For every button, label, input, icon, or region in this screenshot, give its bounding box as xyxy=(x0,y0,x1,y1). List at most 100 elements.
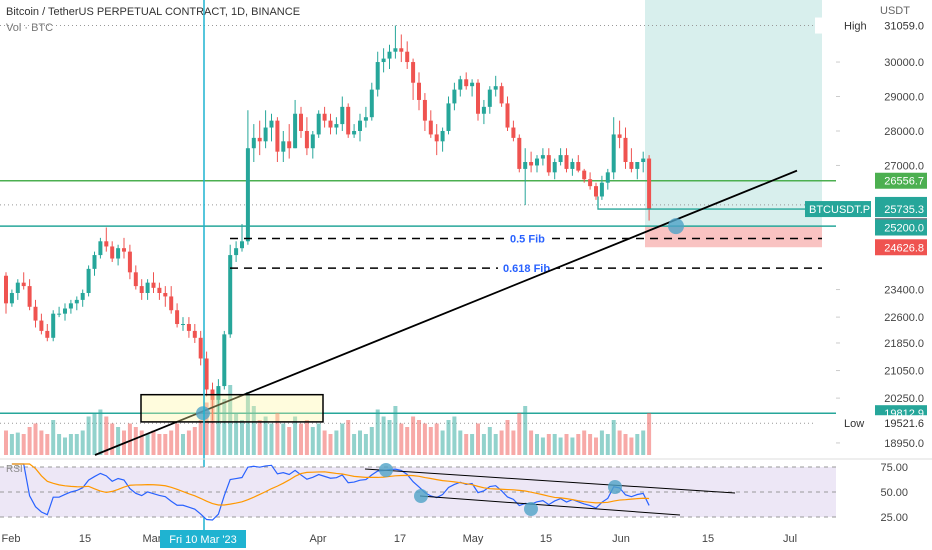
y-tick-label: 18950.0 xyxy=(884,438,924,450)
volume-bar xyxy=(9,434,14,455)
candle-body xyxy=(405,51,410,63)
x-tick-label: Feb xyxy=(2,533,21,545)
volume-bar xyxy=(623,434,628,455)
volume-bar xyxy=(127,423,132,455)
candle-body xyxy=(346,106,351,135)
volume-bar xyxy=(635,434,640,455)
candle-body xyxy=(529,162,534,166)
volume-bar xyxy=(417,420,421,455)
candle-body xyxy=(399,48,404,52)
volume-bar xyxy=(464,434,469,455)
candle-body xyxy=(476,82,480,114)
volume-bar xyxy=(434,423,439,455)
candle-body xyxy=(517,137,522,169)
volume-bar xyxy=(411,416,416,455)
volume-bar xyxy=(594,437,598,455)
price-label-bg xyxy=(875,172,927,189)
rsi-marker xyxy=(524,502,538,516)
volume-bar xyxy=(576,434,581,455)
candle-body xyxy=(104,241,109,247)
candle-body xyxy=(86,268,91,293)
candle-body xyxy=(234,248,239,256)
volume-bar xyxy=(505,420,510,455)
candle-body xyxy=(110,246,115,259)
y-tick-label: 22600.0 xyxy=(884,312,924,324)
volume-bar xyxy=(481,434,486,455)
candle-body xyxy=(216,386,221,400)
hl-label-value: 19521.6 xyxy=(884,418,924,430)
volume-bar xyxy=(98,409,103,455)
y-tick-label: 20250.0 xyxy=(884,393,924,405)
y-tick-label: 29000.0 xyxy=(884,92,924,104)
volume-bar xyxy=(110,423,115,455)
candle-body xyxy=(80,292,85,300)
candle-body xyxy=(452,89,457,104)
volume-bar xyxy=(605,434,610,455)
volume-bar xyxy=(328,434,333,455)
candle-body xyxy=(582,170,587,180)
candle-body xyxy=(340,106,345,125)
volume-bar xyxy=(228,385,233,455)
candle-body xyxy=(411,62,416,83)
volume-bar xyxy=(570,437,575,455)
volume-bar xyxy=(499,430,504,455)
y-tick-label: 21850.0 xyxy=(884,338,924,350)
candle-body xyxy=(387,51,392,59)
candle-body xyxy=(21,282,26,287)
volume-bar xyxy=(234,413,239,455)
rsi-marker xyxy=(414,489,428,503)
volume-bar xyxy=(186,430,191,455)
candle-body xyxy=(499,86,504,104)
volume-bar xyxy=(133,427,138,455)
fib-label-bg xyxy=(498,260,556,277)
volume-bar xyxy=(470,434,475,455)
candle-body xyxy=(428,120,433,135)
candle-body xyxy=(304,130,309,149)
x-tick-label: 15 xyxy=(79,533,91,545)
volume-bar xyxy=(487,427,492,455)
volume-bar xyxy=(387,420,392,455)
x-tick-label: Jul xyxy=(783,533,797,545)
price-label-bg xyxy=(875,219,927,236)
candle-body xyxy=(546,155,551,173)
candle-body xyxy=(540,155,545,159)
candle-body xyxy=(635,162,640,169)
candle-body xyxy=(481,106,486,114)
candle-body xyxy=(275,120,280,152)
candle-body xyxy=(222,334,227,387)
rsi-ma-line xyxy=(11,463,650,506)
volume-bar xyxy=(458,430,463,455)
candle-body xyxy=(33,306,38,321)
candle-body xyxy=(446,103,451,131)
candle-body xyxy=(358,120,362,131)
volume-bar xyxy=(493,434,498,455)
volume-bar xyxy=(611,420,616,455)
volume-bar xyxy=(476,423,480,455)
x-tick-label: 17 xyxy=(394,533,406,545)
volume-bar xyxy=(540,437,545,455)
candle-body xyxy=(4,275,8,304)
touch-point-marker xyxy=(668,218,684,235)
volume-bar xyxy=(145,434,150,455)
volume-bar xyxy=(210,395,215,455)
candle-body xyxy=(594,186,598,197)
candle-body xyxy=(181,324,185,326)
candle-body xyxy=(381,58,386,63)
volume-bar xyxy=(275,413,280,455)
rsi-line xyxy=(11,463,650,521)
volume-bar xyxy=(45,434,50,455)
candle-body xyxy=(192,330,197,338)
volume-bar xyxy=(535,434,539,455)
candle-body xyxy=(422,99,427,121)
candle-body xyxy=(363,117,368,121)
volume-bar xyxy=(546,434,551,455)
volume-bar xyxy=(381,416,386,455)
candle-body xyxy=(281,141,286,152)
volume-bar xyxy=(452,416,457,455)
x-tick-label: 15 xyxy=(540,533,552,545)
candle-body xyxy=(328,120,333,128)
candle-body xyxy=(629,162,634,169)
fib-label-bg xyxy=(505,230,551,247)
candle-body xyxy=(535,158,539,166)
